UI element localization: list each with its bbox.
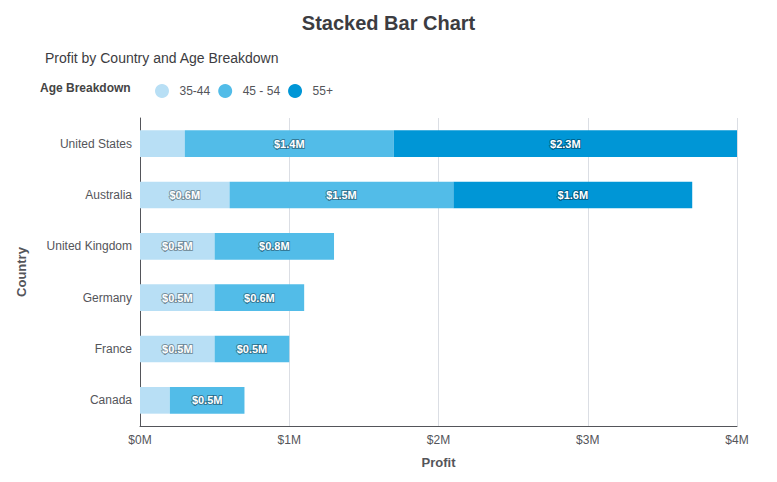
svg-text:$2.3M: $2.3M <box>550 138 581 150</box>
svg-text:$1.5M: $1.5M <box>326 189 357 201</box>
svg-text:$0.5M: $0.5M <box>162 240 193 252</box>
svg-text:$0.8M: $0.8M <box>259 240 290 252</box>
svg-text:$0.5M: $0.5M <box>237 343 268 355</box>
svg-text:$4M: $4M <box>725 433 748 447</box>
svg-text:55+: 55+ <box>313 84 333 98</box>
svg-text:Australia: Australia <box>85 188 132 202</box>
svg-text:$0.6M: $0.6M <box>244 292 275 304</box>
svg-text:Canada: Canada <box>90 393 132 407</box>
svg-text:Profit: Profit <box>422 455 457 470</box>
svg-text:$2M: $2M <box>427 433 450 447</box>
svg-text:Profit by Country and Age Brea: Profit by Country and Age Breakdown <box>45 50 278 66</box>
svg-text:Country: Country <box>14 246 29 297</box>
svg-text:United States: United States <box>60 137 132 151</box>
svg-text:$0.5M: $0.5M <box>162 343 193 355</box>
svg-text:United Kingdom: United Kingdom <box>47 239 132 253</box>
svg-text:$0M: $0M <box>128 433 151 447</box>
svg-text:$3M: $3M <box>576 433 599 447</box>
svg-text:35-44: 35-44 <box>180 84 211 98</box>
svg-text:$1.6M: $1.6M <box>558 189 589 201</box>
svg-text:Stacked Bar Chart: Stacked Bar Chart <box>302 12 476 34</box>
svg-text:Germany: Germany <box>83 291 132 305</box>
svg-text:$1.4M: $1.4M <box>274 138 305 150</box>
svg-text:$0.6M: $0.6M <box>169 189 200 201</box>
svg-text:45 - 54: 45 - 54 <box>243 84 281 98</box>
svg-text:$1M: $1M <box>278 433 301 447</box>
svg-text:France: France <box>95 342 133 356</box>
svg-text:$0.5M: $0.5M <box>162 292 193 304</box>
svg-text:Age Breakdown: Age Breakdown <box>40 81 131 95</box>
svg-text:$0.5M: $0.5M <box>192 394 223 406</box>
